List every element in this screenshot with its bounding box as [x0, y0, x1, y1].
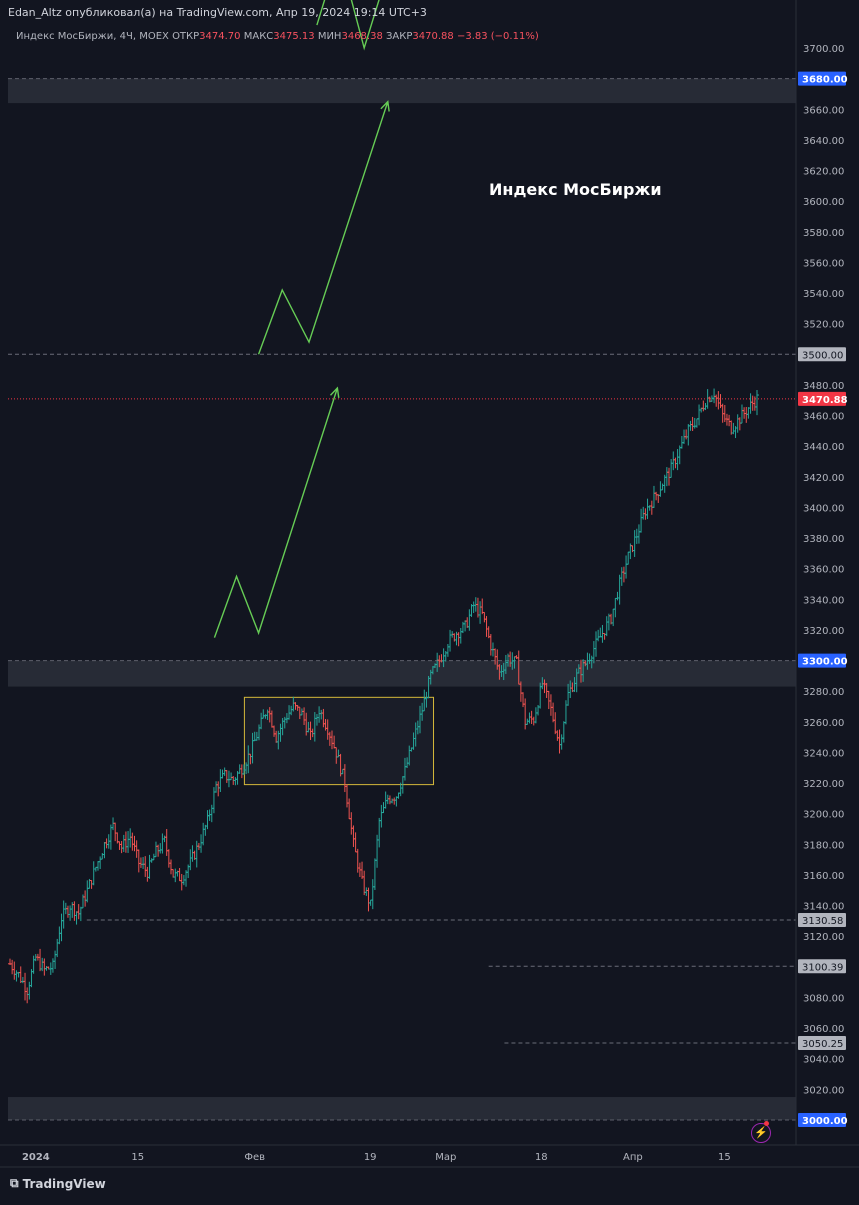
symbol-legend: Индекс МосБиржи, 4Ч, MOEX ОТКР3474.70 МА… — [16, 31, 539, 42]
price-label-bg — [798, 391, 846, 406]
price-tick-label: 3460.00 — [803, 412, 844, 423]
projection-path — [213, 387, 339, 638]
price-tick-label: 3200.00 — [803, 810, 844, 821]
price-tick-label: 3480.00 — [803, 381, 844, 392]
price-tick-label: 3440.00 — [803, 442, 844, 453]
price-tick-label: 3700.00 — [803, 44, 844, 55]
footer-brand[interactable]: ⧉ TradingView — [10, 1176, 106, 1191]
time-axis-ticks: 2024 15 Фев 19 Мар 18 Апр 15 — [22, 1152, 731, 1163]
legend-open: 3474.70 — [199, 31, 241, 42]
tradingview-logo-icon: ⧉ — [10, 1176, 19, 1190]
notification-dot — [764, 1121, 769, 1126]
ohlc-bar — [755, 390, 759, 416]
publish-info: Edan_Altz опубликовал(а) на TradingView.… — [8, 6, 427, 19]
price-label: 3680.00 — [802, 75, 848, 86]
time-tick-label: 15 — [131, 1152, 144, 1163]
time-tick-label: Апр — [623, 1152, 643, 1163]
legend-high-label: МАКС — [243, 31, 274, 42]
legend-high: 3475.13 — [273, 31, 315, 42]
price-tick-label: 3560.00 — [803, 258, 844, 269]
horizontal-levels — [8, 78, 796, 1121]
price-tick-label: 3180.00 — [803, 840, 844, 851]
price-label-bg — [798, 71, 846, 86]
price-label: 3130.58 — [802, 916, 843, 927]
time-tick-label: 18 — [535, 1152, 548, 1163]
consolidation-box — [243, 696, 435, 786]
time-tick-label: 19 — [364, 1152, 377, 1163]
price-label-bg — [798, 1036, 846, 1051]
price-label: 3100.39 — [802, 962, 843, 973]
time-tick-label: Фев — [244, 1152, 265, 1163]
price-tick-label: 3400.00 — [803, 503, 844, 514]
projection-path — [316, 0, 380, 51]
price-tick-label: 3620.00 — [803, 167, 844, 178]
zone-rect — [8, 78, 796, 104]
price-tick-label: 3280.00 — [803, 687, 844, 698]
projection-path — [257, 101, 389, 355]
price-tick-label: 3160.00 — [803, 871, 844, 882]
price-label-bg — [798, 913, 846, 928]
price-tick-label: 3060.00 — [803, 1024, 844, 1035]
price-tick-label: 3040.00 — [803, 1055, 844, 1066]
projection-arrowhead — [380, 100, 390, 112]
price-tick-label: 3080.00 — [803, 993, 844, 1004]
price-tick-label: 3320.00 — [803, 626, 844, 637]
price-label: 3050.25 — [802, 1039, 843, 1050]
legend-low-label: МИН — [317, 31, 342, 42]
price-tick-label: 3020.00 — [803, 1085, 844, 1096]
zone-rect — [8, 1097, 796, 1120]
price-label: 3500.00 — [802, 350, 843, 361]
time-tick-label: 15 — [718, 1152, 731, 1163]
price-label-bg — [798, 1113, 846, 1127]
price-label: 3470.88 — [802, 395, 848, 406]
price-tick-label: 3640.00 — [803, 136, 844, 147]
price-tick-label: 3580.00 — [803, 228, 844, 239]
price-tick-label: 3140.00 — [803, 902, 844, 913]
price-tick-label: 3420.00 — [803, 473, 844, 484]
price-label: 3000.00 — [802, 1116, 848, 1127]
time-tick-label: 2024 — [22, 1152, 50, 1163]
projection-arrows — [213, 0, 390, 638]
ohlc-bars — [8, 388, 759, 1004]
price-tick-label: 3380.00 — [803, 534, 844, 545]
legend-close-label: ЗАКР — [386, 31, 413, 42]
zone-rect — [8, 660, 796, 687]
price-tick-label: 3220.00 — [803, 779, 844, 790]
legend-close: 3470.88 — [412, 31, 454, 42]
flash-icon[interactable]: ⚡ — [751, 1123, 771, 1143]
annotation-title[interactable]: Индекс МосБиржи — [489, 180, 662, 199]
price-tick-label: 3260.00 — [803, 718, 844, 729]
price-tick-label: 3520.00 — [803, 320, 844, 331]
price-axis-labels: 3680.00 3500.00 3470.88 3300.00 3130.58 3100.… — [798, 71, 848, 1127]
consolidation-box-group — [243, 696, 435, 786]
price-tick-label: 3660.00 — [803, 105, 844, 116]
price-tick-label: 3600.00 — [803, 197, 844, 208]
legend-change: −3.83 (−0.11%) — [456, 31, 539, 42]
price-label-bg — [798, 959, 846, 974]
price-tick-label: 3340.00 — [803, 595, 844, 606]
legend-symbol[interactable]: Индекс МосБиржи, 4Ч, MOEX — [16, 31, 169, 42]
price-axis[interactable] — [796, 0, 859, 1145]
price-label-bg — [798, 347, 846, 362]
projection-arrowhead — [329, 386, 340, 398]
legend-low: 3468.38 — [341, 31, 383, 42]
price-tick-label: 3240.00 — [803, 748, 844, 759]
price-label: 3300.00 — [802, 657, 848, 668]
price-tick-label: 3360.00 — [803, 565, 844, 576]
footer-brand-label: TradingView — [22, 1176, 106, 1191]
legend-open-label: ОТКР — [172, 31, 200, 42]
price-tick-label: 3540.00 — [803, 289, 844, 300]
time-tick-label: Мар — [435, 1152, 456, 1163]
price-label-bg — [798, 653, 846, 668]
price-tick-label: 3120.00 — [803, 932, 844, 943]
support-resistance-zones — [8, 78, 796, 1120]
